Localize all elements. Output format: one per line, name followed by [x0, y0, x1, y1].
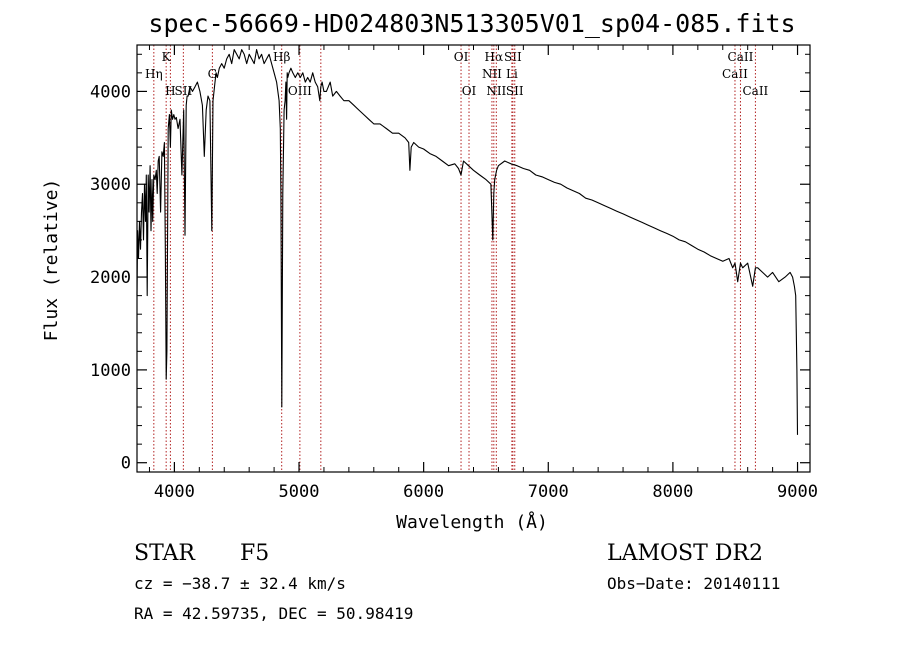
spectral-line-label: H [165, 84, 175, 98]
x-tick-label: 6000 [403, 482, 444, 502]
x-tick-label: 4000 [154, 482, 195, 502]
x-tick-label: 9000 [777, 482, 818, 502]
spectral-line-label: NII [486, 84, 506, 98]
spectral-line-label: SII [506, 84, 524, 98]
y-tick-label: 0 [121, 454, 131, 474]
x-axis-title: Wavelength (Å) [396, 511, 548, 533]
spectral-line-label: Hβ [273, 50, 290, 64]
spectral-line-label: OI [462, 84, 477, 98]
y-tick-label: 3000 [90, 175, 131, 195]
spectrum-series-line [136, 49, 799, 435]
spectral-line-label: OI [454, 50, 469, 64]
spectral-line-label: G [208, 67, 218, 81]
object-class: STAR [134, 541, 196, 566]
spectral-line-label: SII [175, 84, 193, 98]
x-tick-label: 5000 [279, 482, 320, 502]
y-axis-title: Flux (relative) [41, 179, 62, 342]
spectral-line-label: Li [506, 67, 518, 81]
survey-name: LAMOST DR2 [607, 541, 763, 566]
redshift-velocity: cz = −38.7 ± 32.4 km/s [134, 574, 346, 593]
spectral-line-label: Hη [145, 67, 163, 81]
chart-title: spec-56669-HD024803N513305V01_sp04-085.f… [148, 9, 795, 38]
spectral-line-label: SII [504, 50, 522, 64]
plot-frame [136, 44, 811, 473]
object-subclass: F5 [240, 541, 269, 566]
y-tick-label: 2000 [90, 268, 131, 288]
y-tick-label: 1000 [90, 361, 131, 381]
spectral-line-label: K [162, 50, 172, 64]
spectral-line-label: OIII [288, 84, 312, 98]
x-tick-label: 8000 [652, 482, 693, 502]
spectral-line-label: CaII [742, 84, 768, 98]
sky-coordinates: RA = 42.59735, DEC = 50.98419 [134, 604, 413, 623]
y-tick-label: 4000 [90, 82, 131, 102]
spectral-line-label: NII [482, 67, 502, 81]
spectral-line-label: CaII [722, 67, 748, 81]
observation-date: Obs−Date: 20140111 [607, 574, 780, 593]
y-axis: 0 1000 2000 3000 4000 [90, 53, 810, 474]
spectral-line-label: CaII [728, 50, 754, 64]
x-axis: 4000 5000 6000 7000 8000 9000 [148, 45, 818, 502]
spectral-line-label: Hα [485, 50, 504, 64]
x-tick-label: 7000 [528, 482, 569, 502]
spectral-line-markers: HηKHSIIGHβOIIIOIOINIIHαNIILiSIISIICaIICa… [145, 45, 769, 472]
